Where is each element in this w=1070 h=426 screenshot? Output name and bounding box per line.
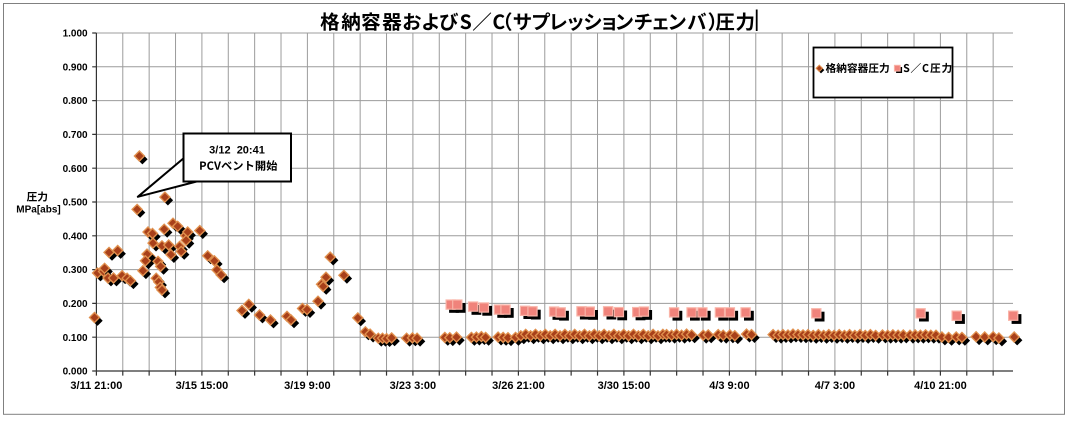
svg-text:3/15 15:00: 3/15 15:00 [176, 380, 229, 392]
svg-text:0.000: 0.000 [63, 367, 88, 378]
svg-text:4/7 3:00: 4/7 3:00 [815, 380, 855, 392]
svg-text:0.200: 0.200 [63, 299, 88, 310]
svg-text:4/10 21:00: 4/10 21:00 [914, 380, 967, 392]
svg-text:3/11 21:00: 3/11 21:00 [70, 380, 122, 392]
svg-text:3/23 3:00: 3/23 3:00 [390, 380, 436, 392]
svg-text:3/19 9:00: 3/19 9:00 [284, 380, 330, 392]
svg-text:0.900: 0.900 [63, 62, 88, 73]
svg-text:4/3 9:00: 4/3 9:00 [709, 380, 749, 392]
svg-text:1.000: 1.000 [63, 29, 88, 40]
svg-text:0.700: 0.700 [63, 130, 88, 141]
svg-text:3/26 21:00: 3/26 21:00 [492, 380, 545, 392]
svg-text:0.400: 0.400 [63, 231, 88, 242]
svg-text:3/30 15:00: 3/30 15:00 [598, 380, 651, 392]
svg-text:0.800: 0.800 [63, 96, 88, 107]
svg-text:0.600: 0.600 [63, 164, 88, 175]
svg-text:0.300: 0.300 [63, 265, 88, 276]
svg-text:3/12 20:41: 3/12 20:41 [209, 145, 265, 157]
svg-text:0.100: 0.100 [63, 333, 88, 344]
svg-text:0.500: 0.500 [63, 198, 88, 209]
svg-text:MPa[abs]: MPa[abs] [16, 204, 60, 215]
